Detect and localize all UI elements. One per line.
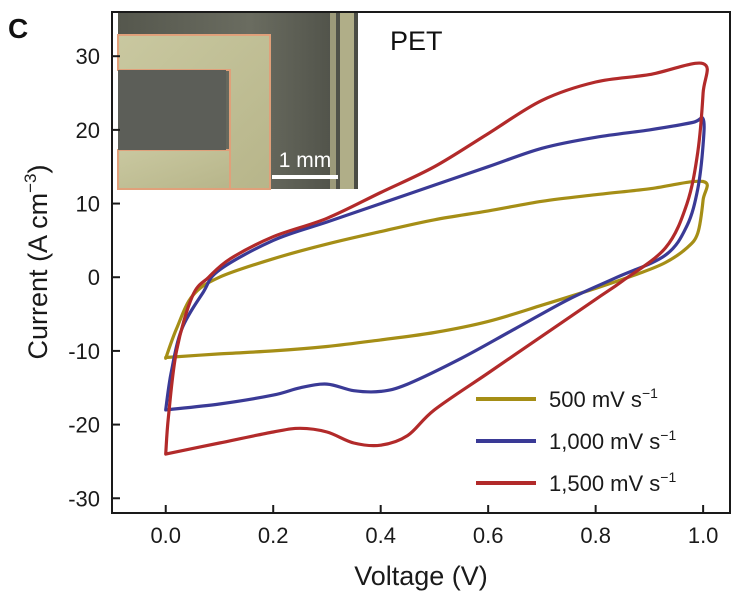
- x-tick-label: 0.6: [473, 523, 504, 548]
- x-tick-label: 0.2: [258, 523, 289, 548]
- x-tick-label: 0.0: [150, 523, 181, 548]
- y-tick-label: -30: [68, 486, 100, 511]
- x-axis-title: Voltage (V): [354, 561, 488, 591]
- y-tick-label: -10: [68, 339, 100, 364]
- x-tick-label: 0.4: [365, 523, 396, 548]
- panel-label: C: [8, 13, 28, 44]
- y-tick-label: 0: [88, 265, 100, 290]
- y-tick-label: 20: [76, 118, 100, 143]
- y-axis-title: Current (A cm−3): [21, 165, 53, 360]
- y-tick-label: -20: [68, 413, 100, 438]
- y-axis-title-sup: −3: [21, 174, 40, 193]
- x-axis: 0.0 0.2 0.4 0.6 0.8 1.0: [150, 505, 718, 548]
- x-tick-label: 1.0: [688, 523, 719, 548]
- legend: 500 mV s−1 1,000 mV s−1 1,500 mV s−1: [476, 385, 676, 496]
- y-tick-label: 30: [76, 44, 100, 69]
- legend-label-2: 1,000 mV s−1: [549, 427, 676, 454]
- plot-annotation: PET: [390, 26, 443, 56]
- series-line-1: [166, 181, 708, 358]
- legend-label-1: 500 mV s−1: [549, 385, 658, 412]
- y-tick-label: 10: [76, 192, 100, 217]
- scale-bar-label: 1 mm: [279, 149, 332, 172]
- x-tick-label: 0.8: [580, 523, 611, 548]
- legend-label-3: 1,500 mV s−1: [549, 469, 676, 496]
